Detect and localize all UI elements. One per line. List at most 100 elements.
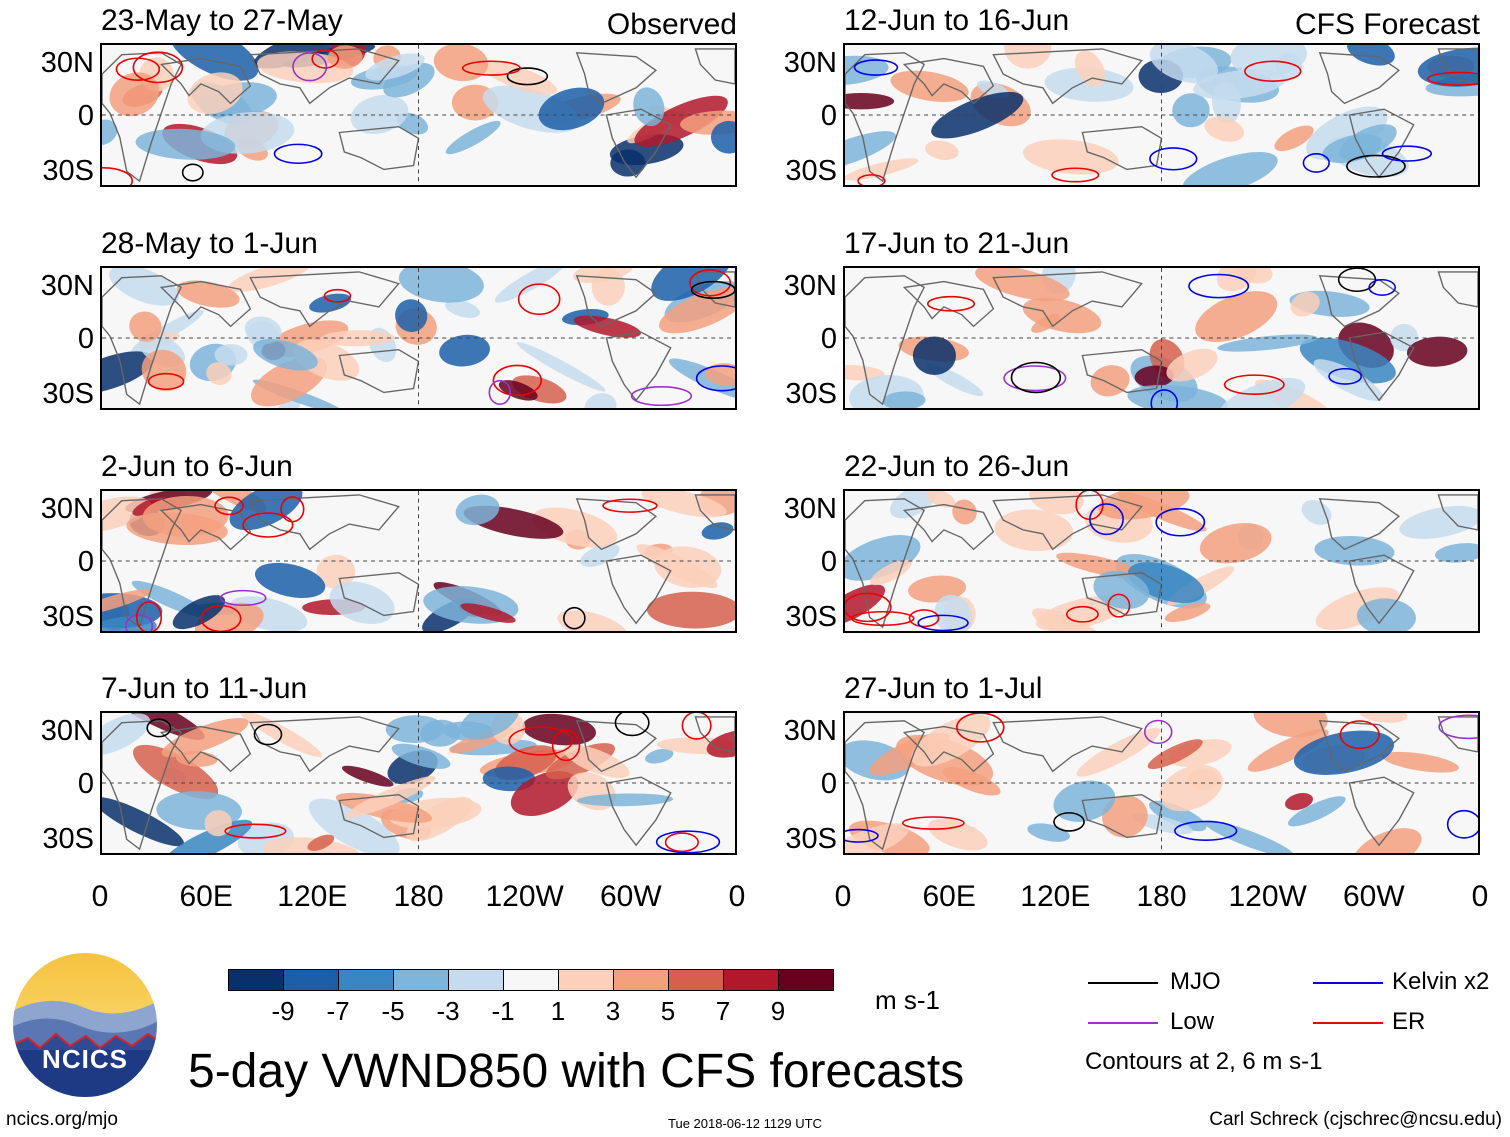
anomaly-shade [573, 268, 634, 284]
anomaly-shade [460, 603, 516, 623]
colorbar-swatch [393, 969, 449, 991]
lat-label: 30S [785, 601, 837, 633]
coastline [845, 52, 926, 183]
mjo-contour [1337, 268, 1377, 293]
anomaly-shade [1347, 45, 1395, 66]
er-contour [1051, 167, 1100, 183]
lat-label: 0 [77, 546, 94, 578]
colorbar-tick-label: 7 [715, 996, 731, 1026]
anomaly-shade [1339, 124, 1397, 161]
lon-label: 120E [1020, 880, 1091, 913]
coastline [1081, 571, 1163, 617]
lon-label: 0 [834, 880, 852, 913]
anomaly-shade [701, 522, 734, 540]
coastline [694, 48, 735, 85]
anomaly-shade [433, 45, 489, 82]
er-contour [1223, 374, 1285, 395]
logo-graphic [11, 951, 159, 1099]
lon-label: 120E [277, 880, 348, 913]
anomaly-shade [510, 771, 579, 816]
mjo-contour [563, 606, 586, 630]
anomaly-shade [176, 280, 240, 308]
colorbar-tick-label: -1 [491, 996, 515, 1026]
mjo-contour [1053, 812, 1085, 832]
er-contour [1065, 605, 1099, 623]
lon-label: 60W [1342, 880, 1405, 913]
coastline [575, 498, 657, 551]
low-contour [1143, 719, 1173, 745]
anomaly-shade [307, 834, 335, 851]
kelvin-contour [1089, 503, 1124, 536]
coastline [338, 793, 420, 839]
kelvin-contour [273, 143, 323, 165]
er-contour [1244, 60, 1302, 82]
colorbar-swatch [778, 969, 834, 991]
contours-note: Contours at 2, 6 m s-1 [1085, 1048, 1323, 1075]
anomaly-shade [911, 714, 991, 767]
anomaly-shade [1195, 291, 1278, 343]
anomaly-shade [1204, 116, 1245, 142]
coastline [845, 498, 926, 629]
anomaly-shade [928, 818, 988, 851]
legend-swatch-er [1313, 1022, 1383, 1024]
lat-label: 30S [42, 601, 94, 633]
colorbar-tick-label: 5 [660, 996, 676, 1026]
anomaly-shade [398, 268, 484, 303]
anomaly-shade [1406, 336, 1468, 367]
map-panel [100, 43, 737, 187]
anomaly-shade [1247, 728, 1329, 772]
kelvin-contour [1328, 367, 1363, 385]
anomaly-shade [1134, 365, 1174, 388]
anomaly-shade [109, 268, 179, 306]
colorbar-swatch [668, 969, 724, 991]
coastline [1318, 52, 1400, 105]
er-contour [689, 269, 732, 297]
map-canvas [102, 268, 735, 408]
anomaly-shade [882, 391, 926, 408]
footer-url: ncics.org/mjo [6, 1109, 118, 1130]
coastline [694, 494, 735, 531]
anomaly-shade [1390, 323, 1419, 352]
lon-label: 0 [1471, 880, 1489, 913]
coastline [1437, 48, 1478, 85]
colorbar-tick-label: 1 [550, 996, 566, 1026]
anomaly-shade [345, 776, 436, 818]
colorbar-swatch [448, 969, 504, 991]
legend-swatch-low [1088, 1022, 1158, 1024]
anomaly-shade [1315, 587, 1400, 630]
anomaly-shade [926, 491, 956, 508]
anomaly-shade [1102, 795, 1148, 838]
er-contour [1107, 593, 1131, 618]
er-contour [115, 57, 161, 81]
map-panel [843, 711, 1480, 855]
lat-label: 30N [40, 47, 94, 79]
anomaly-shade [645, 748, 674, 764]
map-panel [843, 489, 1480, 633]
coastline [902, 725, 995, 773]
anomaly-shade [455, 494, 500, 526]
kelvin-contour [853, 59, 899, 76]
footer-author: Carl Schreck (cjschrec@ncsu.edu) [1209, 1109, 1502, 1130]
lat-label: 0 [820, 768, 837, 800]
low-contour [488, 379, 512, 405]
anomaly-shade [845, 93, 895, 110]
anomaly-shade [102, 713, 151, 756]
anomaly-shade [1093, 570, 1150, 610]
coastline [605, 776, 672, 847]
anomaly-shade [516, 342, 606, 392]
lat-label: 0 [820, 323, 837, 355]
mjo-contour [146, 718, 172, 738]
low-contour [219, 589, 267, 607]
anomaly-shade [102, 797, 184, 847]
legend-label: ER [1392, 1008, 1426, 1035]
panel-title: 12-Jun to 16-Jun [844, 4, 1070, 37]
lat-label: 30N [40, 270, 94, 302]
legend-label: MJO [1170, 968, 1221, 995]
low-contour [1003, 365, 1067, 392]
anomaly-shade [214, 344, 248, 366]
anomaly-shade [925, 140, 959, 160]
anomaly-shade [1004, 45, 1052, 69]
coastline [1318, 275, 1400, 328]
er-contour [664, 832, 699, 853]
map-panel [100, 711, 737, 855]
